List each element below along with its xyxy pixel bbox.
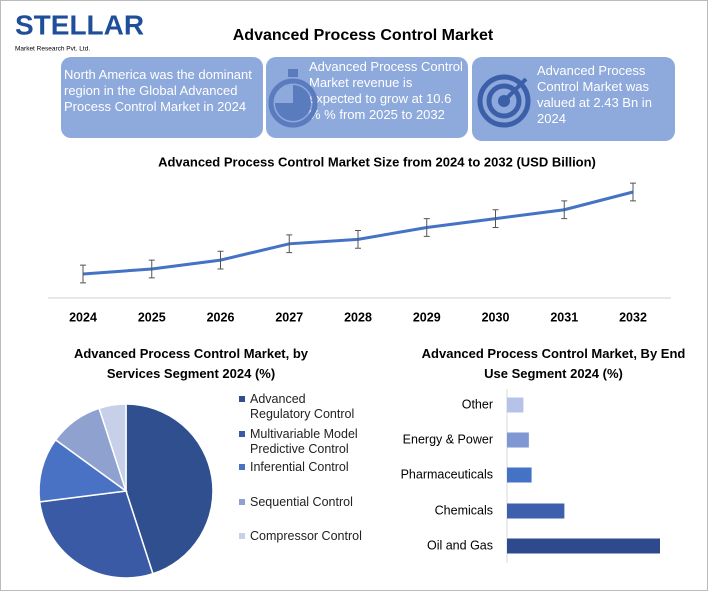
info-text: Advanced Process Control Market revenue … bbox=[309, 59, 463, 122]
pie-slice bbox=[38, 438, 128, 503]
info-box: Advanced Process Control Market was valu… bbox=[472, 57, 675, 141]
legend-label: Advanced Regulatory Control bbox=[239, 392, 368, 422]
bar bbox=[507, 467, 532, 483]
error-bar bbox=[217, 250, 224, 270]
chart-title: Advanced Process Control Market, by Serv… bbox=[73, 346, 309, 381]
error-bar bbox=[630, 182, 636, 202]
pie-slice bbox=[38, 490, 154, 579]
bar bbox=[507, 538, 660, 554]
legend-swatch bbox=[239, 499, 245, 505]
y-tick-label: Energy & Power bbox=[403, 432, 493, 446]
bar bbox=[507, 397, 524, 413]
logo: STELLAR bbox=[15, 9, 144, 40]
legend-label: Compressor Control bbox=[239, 529, 368, 544]
bar bbox=[507, 432, 529, 448]
y-tick-label: Chemicals bbox=[435, 503, 493, 517]
x-tick-label: 2025 bbox=[138, 310, 166, 324]
x-tick-label: 2026 bbox=[207, 310, 235, 324]
info-box: Advanced Process Control Market revenue … bbox=[266, 57, 468, 138]
legend-label: Inferential Control bbox=[239, 460, 368, 475]
pie-slice bbox=[125, 403, 214, 575]
stopwatch-icon bbox=[268, 69, 318, 128]
legend-swatch bbox=[239, 396, 245, 402]
legend-swatch bbox=[239, 464, 245, 470]
chart-title: Advanced Process Control Market Size fro… bbox=[158, 154, 596, 169]
y-tick-label: Pharmaceuticals bbox=[401, 467, 493, 481]
x-tick-label: 2027 bbox=[275, 310, 303, 324]
logo-sub: Market Research Pvt. Ltd. bbox=[15, 46, 90, 53]
legend-label: Sequential Control bbox=[239, 495, 368, 510]
error-bar bbox=[80, 264, 86, 284]
legend-label: Multivariable Model Predictive Control bbox=[239, 427, 368, 457]
info-text: Advanced Process Control Market was valu… bbox=[537, 63, 652, 126]
info-box: North America was the dominant region in… bbox=[61, 57, 263, 138]
x-tick-label: 2028 bbox=[344, 310, 372, 324]
error-bar bbox=[561, 200, 568, 220]
legend-swatch bbox=[239, 533, 245, 539]
x-tick-label: 2031 bbox=[550, 310, 578, 324]
y-tick-label: Oil and Gas bbox=[427, 538, 493, 552]
bar bbox=[507, 503, 565, 519]
error-bar bbox=[355, 229, 361, 249]
x-tick-label: 2029 bbox=[413, 310, 441, 324]
target-icon bbox=[477, 74, 531, 128]
chart-title: Advanced Process Control Market, By End … bbox=[421, 346, 686, 381]
error-bar bbox=[492, 209, 499, 229]
error-bar bbox=[286, 234, 293, 254]
title: Advanced Process Control Market bbox=[233, 27, 494, 44]
y-tick-label: Other bbox=[462, 397, 493, 411]
legend-swatch bbox=[239, 431, 245, 437]
x-tick-label: 2032 bbox=[619, 310, 647, 324]
x-tick-label: 2024 bbox=[69, 310, 97, 324]
error-bar bbox=[148, 259, 155, 279]
x-tick-label: 2030 bbox=[482, 310, 510, 324]
error-bar bbox=[423, 218, 430, 237]
pie-slice bbox=[98, 403, 127, 492]
